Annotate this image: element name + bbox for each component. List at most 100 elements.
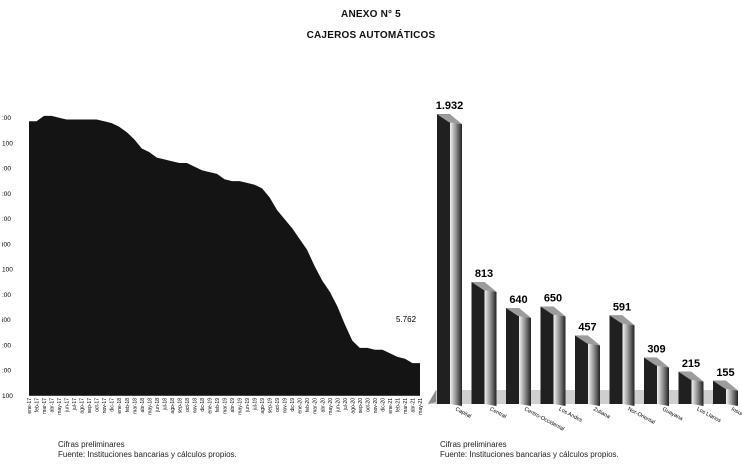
area-x-tick-label: oct-19 (275, 398, 281, 412)
bar-front-face (540, 306, 554, 404)
bar (575, 335, 600, 406)
bar-category-label: Zuliana (592, 406, 612, 420)
bar (540, 306, 566, 406)
area-x-tick-label: may-18 (147, 398, 153, 415)
area-y-tick-label: i00 (2, 241, 11, 248)
area-y-tick-label: :00 (2, 216, 11, 223)
bar-value-label: 813 (475, 268, 493, 280)
bar-front-face (678, 371, 692, 404)
bar-value-label: 457 (578, 321, 596, 333)
bar-value-label: 155 (716, 367, 734, 379)
area-x-tick-label: jun-17 (65, 398, 71, 413)
area-x-tick-label: nov-17 (102, 398, 108, 414)
bar-category-label: Insul (730, 406, 742, 417)
bar-top-face (644, 357, 669, 368)
bar-value-label: 215 (682, 358, 700, 370)
area-x-tick-label: abr-21 (410, 398, 416, 413)
area-x-tick-label: mar-18 (132, 398, 138, 414)
area-x-tick-label: oct-20 (365, 398, 371, 412)
area-x-tick-label: mar-17 (42, 398, 48, 414)
area-x-tick-label: ene-21 (388, 398, 394, 414)
area-y-tick-label: :00 (2, 166, 11, 173)
bar (713, 380, 738, 406)
area-x-tick-label: feb-20 (305, 398, 311, 412)
bar-category-label: Central (489, 406, 507, 420)
bar-category-label: Capital (454, 406, 472, 419)
bar-top-face (713, 380, 738, 391)
area-y-tick-label: :00 (2, 368, 11, 375)
bar-top-face (575, 335, 600, 346)
area-series (29, 115, 420, 396)
area-note-preliminary: Cifras preliminares (58, 440, 125, 449)
bar-value-label: 309 (647, 344, 665, 356)
area-x-tick-label: feb-21 (395, 398, 401, 412)
area-y-tick-label: :00 (2, 292, 11, 299)
bar (609, 315, 635, 406)
area-x-tick-label: feb-19 (215, 398, 221, 412)
bar-value-label: 1.932 (436, 100, 464, 112)
area-x-tick-label: ago-17 (80, 398, 86, 414)
area-note-source: Fuente: Instituciones bancarias y cálcul… (58, 450, 237, 459)
area-x-tick-label: nov-19 (283, 398, 289, 414)
area-x-tick-label: ago-18 (170, 398, 176, 414)
area-x-tick-label: jul-18 (162, 398, 168, 411)
area-x-tick-label: may-21 (418, 398, 424, 415)
area-x-tick-label: nov-18 (192, 398, 198, 414)
area-x-tick-label: ago-19 (260, 398, 266, 414)
bar-top-face (609, 315, 635, 326)
area-x-tick-label: dic-17 (110, 398, 116, 412)
bar-category-label: Guayana (661, 406, 684, 422)
area-x-tick-label: ene-18 (117, 398, 123, 414)
area-x-tick-label: may-19 (238, 398, 244, 415)
area-x-tick-label: abr-17 (50, 398, 56, 413)
bar-top-face (506, 308, 531, 318)
bar-front-face (609, 315, 623, 404)
bar-category-label: Los Llanos (696, 406, 723, 424)
area-x-tick-label: oct-17 (95, 398, 101, 412)
area-x-tick-label: feb-18 (125, 398, 131, 412)
bar-side-face (519, 308, 531, 406)
area-x-tick-label: sep-17 (87, 398, 93, 414)
bar (471, 282, 497, 406)
bar-side-face (622, 315, 635, 406)
area-x-tick-label: sep-18 (177, 398, 183, 414)
bar-value-label: 650 (544, 293, 562, 305)
area-x-tick-label: sep-20 (358, 398, 364, 414)
area-x-tick-label: jun-20 (335, 398, 341, 413)
bar-front-face (575, 335, 588, 404)
area-y-tick-label: :00 (2, 342, 11, 349)
area-last-value-label: 5.762 (396, 315, 417, 324)
bar-side-face (450, 114, 462, 406)
area-x-tick-label: jun-19 (245, 398, 251, 413)
bar-top-face (678, 371, 704, 382)
area-x-tick-label: abr-20 (320, 398, 326, 413)
bar (437, 114, 462, 406)
area-y-tick-label: 100 (2, 267, 13, 274)
area-x-tick-label: dic-19 (290, 398, 296, 412)
bar-side-face (484, 282, 497, 406)
area-x-tick-label: jul-20 (343, 398, 349, 411)
area-x-tick-label: ene-19 (207, 398, 213, 414)
bar-value-label: 640 (509, 294, 527, 306)
area-x-tick-label: dic-20 (380, 398, 386, 412)
area-x-tick-label: nov-20 (373, 398, 379, 414)
area-x-tick-label: feb-17 (35, 398, 41, 412)
bar-side-face (553, 306, 566, 406)
area-x-tick-label: abr-18 (140, 398, 146, 413)
area-x-tick-label: mar-21 (403, 398, 409, 414)
area-x-tick-label: jul-17 (72, 398, 78, 411)
bar-floor-edge (428, 390, 436, 404)
bar-category-label: Los Andes (558, 406, 584, 423)
area-x-tick-label: may-17 (57, 398, 63, 415)
area-x-tick-label: ago-20 (350, 398, 356, 414)
area-x-tick-label: jul-19 (253, 398, 259, 411)
bar-front-face (437, 114, 450, 404)
bar-category-label: Nor-Oriental (627, 406, 656, 425)
bar (678, 371, 704, 406)
area-y-tick-label: 100 (2, 140, 13, 147)
bar-top-face (540, 306, 566, 317)
area-x-tick-label: dic-18 (200, 398, 206, 412)
area-y-tick-label: :00 (2, 191, 11, 198)
area-x-tick-label: mar-19 (223, 398, 229, 414)
